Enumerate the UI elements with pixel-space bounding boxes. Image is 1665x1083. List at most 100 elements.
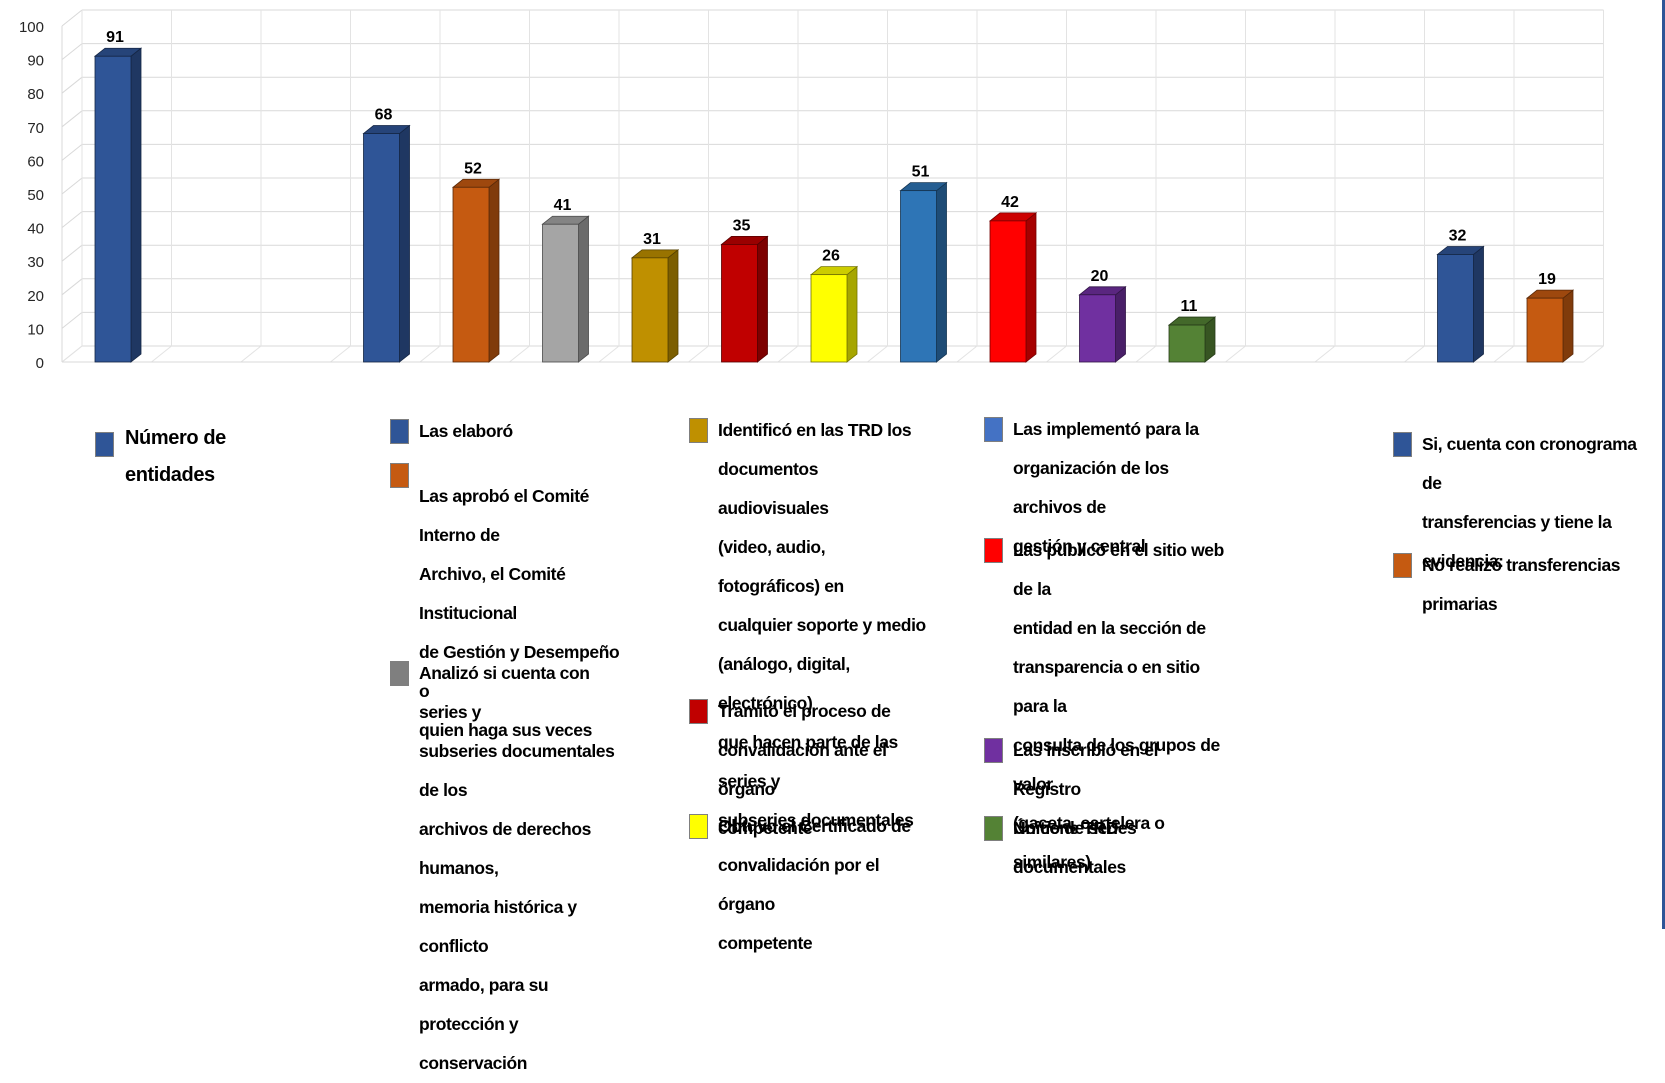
data-label: 52 — [464, 160, 482, 177]
legend-label: No tiene TRD — [1013, 818, 1119, 838]
legend-swatch — [390, 419, 409, 444]
data-label: 26 — [822, 248, 840, 265]
data-labels: 91 68 52 41 31 35 26 51 42 20 11 32 19 — [106, 29, 1556, 315]
legend-swatch — [1393, 432, 1412, 457]
floor-line — [1314, 345, 1336, 363]
bar-side — [1473, 245, 1484, 363]
bars — [93, 47, 1575, 363]
floor-line — [777, 345, 799, 363]
frame-border — [1662, 0, 1665, 929]
floor-line — [956, 345, 978, 363]
bar-front — [363, 133, 400, 363]
bar-front — [1526, 297, 1564, 363]
data-label: 11 — [1181, 298, 1198, 315]
legend-swatch — [689, 699, 708, 724]
gridline-diagonal — [61, 177, 83, 195]
y-tick-label: 40 — [27, 221, 44, 238]
y-tick-label: 10 — [27, 321, 44, 338]
legend-swatch — [1393, 553, 1412, 578]
legend-label: Las implementó para la organización de lo… — [1013, 419, 1199, 556]
floor-line — [1135, 345, 1157, 363]
y-tick-label: 100 — [19, 19, 44, 36]
legend-swatch — [689, 814, 708, 839]
data-label: 20 — [1091, 268, 1109, 285]
gridline-diagonal — [61, 76, 83, 94]
gridline-diagonal — [61, 43, 83, 60]
legend-swatch — [984, 816, 1003, 841]
data-label: 42 — [1001, 194, 1019, 211]
floor-line — [240, 345, 262, 363]
legend-label: Identificó en las TRD los documentos audi… — [718, 420, 926, 830]
legend-label: Las publicó en el sitio web de la entidad… — [1013, 540, 1224, 872]
bar-side — [667, 249, 679, 363]
bar-front — [94, 55, 132, 363]
data-label: 41 — [554, 197, 572, 214]
floor-line — [151, 345, 172, 363]
legend-swatch — [689, 418, 708, 443]
floor-line — [688, 345, 709, 363]
bar-front — [810, 274, 848, 363]
bar-42 — [988, 212, 1038, 363]
floor-line — [598, 345, 620, 363]
bar-front — [452, 186, 490, 363]
bar-front — [1437, 254, 1474, 363]
gridline-diagonal — [61, 244, 83, 262]
legend-swatch — [390, 661, 409, 686]
bar-11 — [1167, 316, 1217, 363]
floor-line — [1046, 345, 1067, 363]
bar-31 — [630, 249, 680, 363]
legend-label: Número de entidades — [125, 427, 226, 486]
data-label: 68 — [375, 107, 393, 124]
bar-35 — [720, 235, 769, 363]
data-label: 19 — [1538, 271, 1556, 288]
legend-swatch — [984, 417, 1003, 442]
bar-91 — [93, 47, 143, 363]
legend-label: Obtuvo el Certificado de convalidación po… — [718, 816, 911, 953]
legend-label: No realizó transferencias primarias — [1422, 555, 1621, 614]
y-tick-label: 50 — [27, 187, 44, 204]
floor-line — [61, 345, 83, 363]
y-axis: 0 10 20 30 40 50 60 70 80 90 100 — [19, 19, 1584, 372]
bar-52 — [451, 178, 501, 363]
legend-label: Las elaboró — [419, 421, 513, 441]
bar-side — [1115, 285, 1126, 363]
legend-swatch — [984, 538, 1003, 563]
gridline-diagonal — [61, 211, 83, 228]
bar-68 — [362, 124, 411, 363]
bar-side — [757, 235, 768, 363]
bar-19 — [1525, 289, 1575, 363]
y-tick-label: 90 — [27, 53, 44, 70]
y-tick-label: 0 — [36, 355, 44, 372]
floor-line — [1583, 345, 1604, 363]
data-label: 31 — [643, 231, 661, 248]
data-label: 32 — [1449, 227, 1467, 244]
data-label: 51 — [912, 164, 930, 181]
legend-swatch — [984, 738, 1003, 763]
bar-20 — [1078, 285, 1127, 363]
y-tick-label: 60 — [27, 153, 44, 170]
bar-side — [578, 215, 589, 363]
legend-swatch — [390, 463, 409, 488]
bar-26 — [809, 265, 859, 363]
bar-side — [1025, 212, 1037, 363]
y-tick-label: 70 — [27, 120, 44, 137]
bar-side — [936, 181, 947, 363]
bar-side — [846, 265, 858, 363]
y-tick-label: 20 — [27, 288, 44, 305]
bar-51 — [899, 181, 948, 363]
data-label: 91 — [106, 29, 124, 46]
bar-front — [900, 190, 937, 363]
floor-line — [419, 345, 441, 363]
bar-front — [542, 223, 579, 363]
gridline-diagonal — [61, 312, 83, 329]
bar-41 — [541, 215, 590, 363]
bar-side — [130, 47, 142, 363]
floor-line — [1225, 345, 1246, 363]
bar-side — [488, 178, 500, 363]
bar-front — [1079, 294, 1116, 363]
bar-front — [989, 220, 1027, 363]
y-tick-label: 30 — [27, 254, 44, 271]
gridline-diagonal — [61, 110, 83, 128]
legend-label: Tramitó el proceso de convalidación ante … — [718, 701, 891, 838]
floor-line — [1493, 345, 1515, 363]
